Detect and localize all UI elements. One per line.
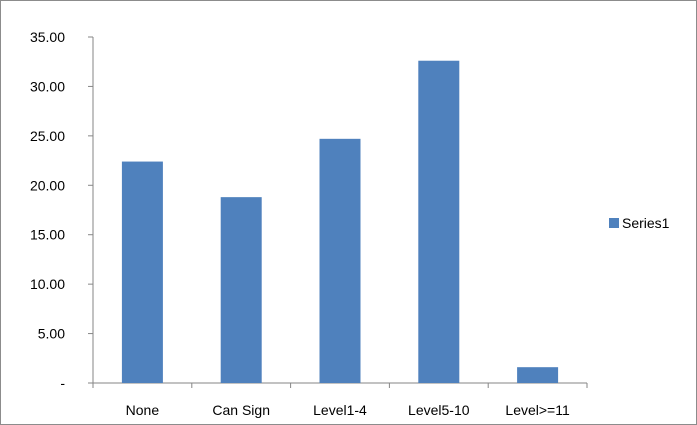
x-tick-label: None <box>126 402 160 418</box>
y-tick-label: 30.00 <box>30 78 65 94</box>
y-tick-label: 20.00 <box>30 177 65 193</box>
bar-can-sign <box>220 197 262 383</box>
bar-level-11 <box>517 367 559 383</box>
y-tick-label: 10.00 <box>30 276 65 292</box>
y-tick-label: 25.00 <box>30 128 65 144</box>
y-tick-label: 35.00 <box>30 29 65 45</box>
x-tick-label: Can Sign <box>212 402 270 418</box>
y-tick-label: 5.00 <box>38 326 65 342</box>
x-tick-label: Level5-10 <box>408 402 470 418</box>
x-tick-label: Level>=11 <box>505 402 570 418</box>
y-tick-label: 15.00 <box>30 227 65 243</box>
bar-level1-4 <box>319 138 361 383</box>
x-tick-label: Level1-4 <box>313 402 367 418</box>
bar-level5-10 <box>418 60 460 384</box>
bar-none <box>121 161 163 383</box>
legend-swatch <box>609 218 619 228</box>
legend-label: Series1 <box>622 215 670 231</box>
y-tick-label: - <box>60 375 65 391</box>
